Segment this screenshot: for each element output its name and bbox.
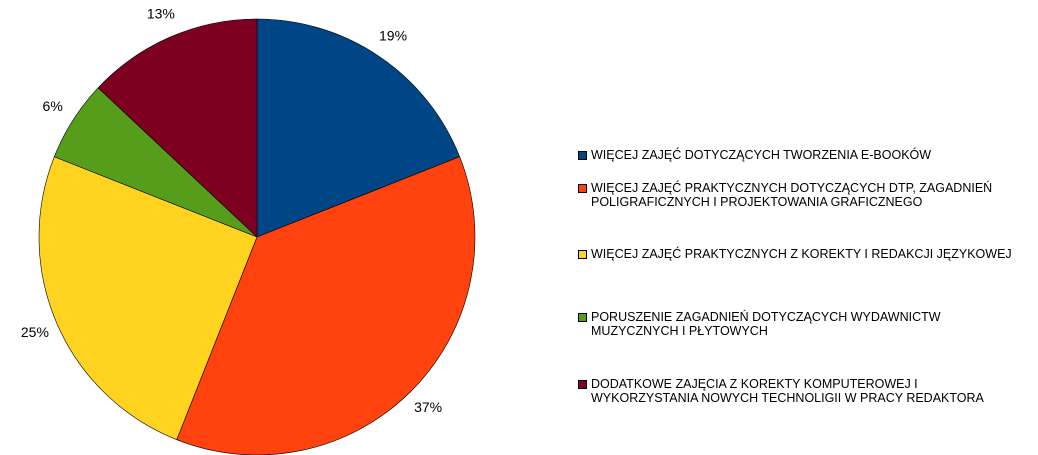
legend-label: WIĘCEJ ZAJĘĆ PRAKTYCZNYCH Z KOREKTY I RE… [591,247,1012,261]
legend-swatch [578,250,587,259]
legend-swatch [578,380,587,389]
pie-slice [38,156,258,441]
legend-swatch [578,184,587,193]
legend-item: WIĘCEJ ZAJĘĆ DOTYCZĄCYCH TWORZENIA E-BOO… [578,148,1018,162]
legend-label: WIĘCEJ ZAJĘĆ PRAKTYCZNYCH DOTYCZĄCYCH DT… [591,181,993,209]
legend-label: DODATKOWE ZAJĘCIA Z KOREKTY KOMPUTEROWEJ… [591,377,984,405]
legend-item: WIĘCEJ ZAJĘĆ PRAKTYCZNYCH DOTYCZĄCYCH DT… [578,181,1018,209]
legend-item: DODATKOWE ZAJĘCIA Z KOREKTY KOMPUTEROWEJ… [578,377,1018,405]
legend-item: WIĘCEJ ZAJĘĆ PRAKTYCZNYCH Z KOREKTY I RE… [578,247,1018,261]
legend-swatch [578,313,587,322]
slice-label: 25% [21,324,49,340]
slice-label: 37% [414,399,442,415]
legend-item: PORUSZENIE ZAGADNIEŃ DOTYCZĄCYCH WYDAWNI… [578,310,1018,338]
pie-slice [97,18,258,238]
pie-slice [176,156,476,455]
pie-slice [256,18,461,238]
legend-swatch [578,151,587,160]
slice-label: 6% [43,98,63,114]
slice-label: 19% [379,28,407,44]
legend-label: PORUSZENIE ZAGADNIEŃ DOTYCZĄCYCH WYDAWNI… [591,310,941,338]
slice-label: 13% [147,6,175,22]
legend-label: WIĘCEJ ZAJĘĆ DOTYCZĄCYCH TWORZENIA E-BOO… [591,148,932,162]
